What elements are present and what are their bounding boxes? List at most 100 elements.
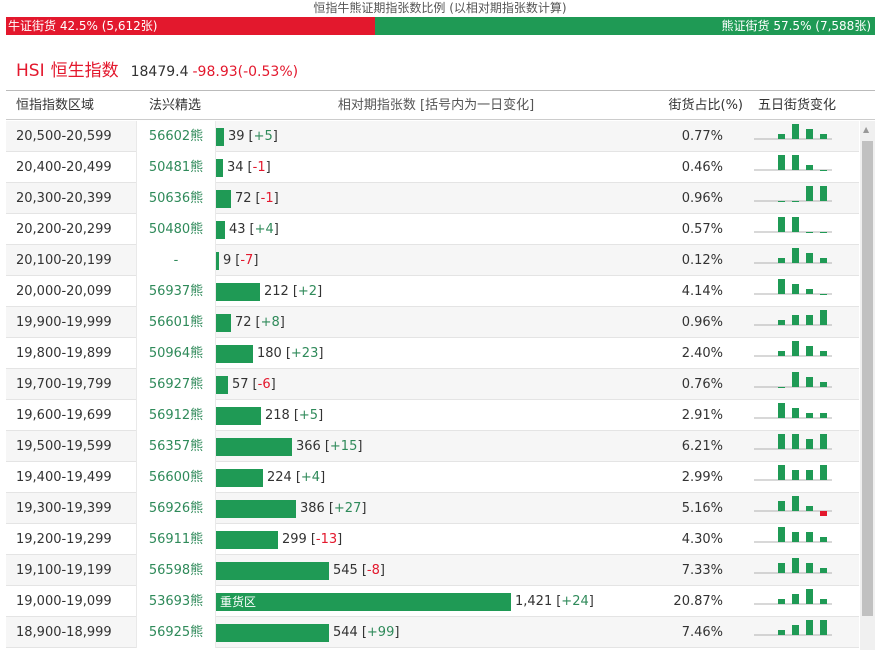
sparkline-bar xyxy=(778,258,785,263)
count-bar xyxy=(216,251,219,270)
row-pick-link[interactable]: 56912熊 xyxy=(136,400,216,431)
row-range: 19,200-19,299 xyxy=(16,532,112,547)
row-range: 19,700-19,799 xyxy=(16,377,112,392)
count-bar xyxy=(216,561,329,580)
table-row: 19,900-19,999 56601熊 72 [+8] 0.96% xyxy=(6,307,859,338)
count-change: [-1] xyxy=(247,160,271,175)
sparkline-bar xyxy=(792,558,799,573)
scroll-up-icon[interactable]: ▲ xyxy=(863,125,870,134)
row-range: 19,100-19,199 xyxy=(16,563,112,578)
count-value: 72 xyxy=(235,191,252,206)
sparkline-bar xyxy=(792,594,799,604)
table-row: 20,100-20,199 -9 [-7] 0.12% xyxy=(6,245,859,276)
sparkline-bar xyxy=(778,599,785,604)
row-pick-link[interactable]: 53693熊 xyxy=(136,586,216,617)
sparkline-bar xyxy=(806,253,813,263)
sparkline-bar xyxy=(778,217,785,232)
count-change: [+4] xyxy=(249,222,279,237)
scrollbar-thumb[interactable] xyxy=(862,141,873,616)
sparkline-bar xyxy=(806,439,813,449)
sparkline-bar xyxy=(806,232,813,233)
table-row: 18,900-18,999 56925熊 544 [+99] 7.46% xyxy=(6,617,859,648)
five-day-sparkline xyxy=(754,620,832,636)
row-count-cell: 544 [+99] xyxy=(216,617,399,648)
sparkline-bar xyxy=(820,599,827,604)
count-bar xyxy=(216,189,231,208)
count-change: [+5] xyxy=(248,129,278,144)
sparkline-bar xyxy=(820,511,827,516)
header-divider xyxy=(6,90,875,91)
five-day-sparkline xyxy=(754,248,832,264)
sparkline-bar xyxy=(820,382,827,387)
row-pick-link[interactable]: 56911熊 xyxy=(136,524,216,555)
sparkline-bar xyxy=(820,170,827,171)
sparkline-bar xyxy=(778,351,785,356)
row-count-cell: 43 [+4] xyxy=(216,214,279,245)
sparkline-bar xyxy=(820,568,827,573)
index-code[interactable]: HSI xyxy=(16,61,45,81)
sparkline-bar xyxy=(792,155,799,170)
count-bar xyxy=(216,468,263,487)
sparkline-bar xyxy=(820,620,827,635)
sparkline-bar xyxy=(820,537,827,542)
count-change: [+8] xyxy=(255,315,285,330)
count-bar xyxy=(216,375,228,394)
index-quote: HSI 恒生指数 18479.4 -98.93(-0.53%) xyxy=(16,56,298,81)
row-pick-link[interactable]: 50481熊 xyxy=(136,152,216,183)
row-pick-link[interactable]: 50964熊 xyxy=(136,338,216,369)
count-value: 299 xyxy=(282,532,307,547)
row-pick-link[interactable]: 56601熊 xyxy=(136,307,216,338)
sparkline-bar xyxy=(792,284,799,294)
five-day-sparkline xyxy=(754,310,832,326)
sparkline-bar xyxy=(820,465,827,480)
row-count-cell: 72 [+8] xyxy=(216,307,285,338)
sparkline-bar xyxy=(778,403,785,418)
table-row: 19,000-19,099 53693熊 重货区 1,421 [+24] 20.87% xyxy=(6,586,859,617)
table-row: 19,500-19,599 56357熊 366 [+15] 6.21% xyxy=(6,431,859,462)
five-day-sparkline xyxy=(754,279,832,295)
count-bar xyxy=(216,282,260,301)
row-count-cell: 224 [+4] xyxy=(216,462,325,493)
row-count-cell: 180 [+23] xyxy=(216,338,323,369)
row-pct: 2.99% xyxy=(681,470,723,485)
count-value: 1,421 xyxy=(515,594,553,609)
cbbc-distribution-table: 20,500-20,599 56602熊 39 [+5] 0.77% 20,400-20,… xyxy=(6,121,859,650)
five-day-sparkline xyxy=(754,155,832,171)
row-pick-link[interactable]: 56926熊 xyxy=(136,493,216,524)
row-count-cell: 34 [-1] xyxy=(216,152,271,183)
row-pick-link[interactable]: 50636熊 xyxy=(136,183,216,214)
sparkline-bar xyxy=(820,351,827,356)
sparkline-bar xyxy=(792,532,799,542)
row-pick-link[interactable]: 56602熊 xyxy=(136,121,216,152)
row-range: 19,900-19,999 xyxy=(16,315,112,330)
bull-bear-ratio-bar: 牛证街货 42.5% (5,612张) 熊证街货 57.5% (7,588张) xyxy=(6,17,875,35)
count-value: 386 xyxy=(300,501,325,516)
row-pick-link[interactable]: 50480熊 xyxy=(136,214,216,245)
row-pct: 4.14% xyxy=(681,284,723,299)
row-pick-link[interactable]: 56598熊 xyxy=(136,555,216,586)
sparkline-bar xyxy=(778,134,785,139)
sparkline-bar xyxy=(806,346,813,356)
row-pick-link[interactable]: 56357熊 xyxy=(136,431,216,462)
row-count-cell: 72 [-1] xyxy=(216,183,279,214)
row-count-cell: 重货区 1,421 [+24] xyxy=(216,586,594,617)
sparkline-bar xyxy=(806,563,813,573)
five-day-sparkline xyxy=(754,186,832,202)
count-bar xyxy=(216,437,292,456)
row-pick-link[interactable]: 56600熊 xyxy=(136,462,216,493)
sparkline-bar xyxy=(778,501,785,511)
row-count-cell: 212 [+2] xyxy=(216,276,322,307)
row-pct: 0.46% xyxy=(681,160,723,175)
five-day-sparkline xyxy=(754,403,832,419)
scrollbar[interactable]: ▲ xyxy=(860,121,875,650)
sparkline-bar xyxy=(778,434,785,449)
row-pick-link[interactable]: 56937熊 xyxy=(136,276,216,307)
table-row: 19,700-19,799 56927熊 57 [-6] 0.76% xyxy=(6,369,859,400)
row-pick-link[interactable]: 56925熊 xyxy=(136,617,216,648)
index-name[interactable]: 恒生指数 xyxy=(50,61,119,81)
row-pct: 2.40% xyxy=(681,346,723,361)
row-pick-link[interactable]: 56927熊 xyxy=(136,369,216,400)
row-range: 20,100-20,199 xyxy=(16,253,112,268)
table-row: 19,600-19,699 56912熊 218 [+5] 2.91% xyxy=(6,400,859,431)
row-pct: 4.30% xyxy=(681,532,723,547)
